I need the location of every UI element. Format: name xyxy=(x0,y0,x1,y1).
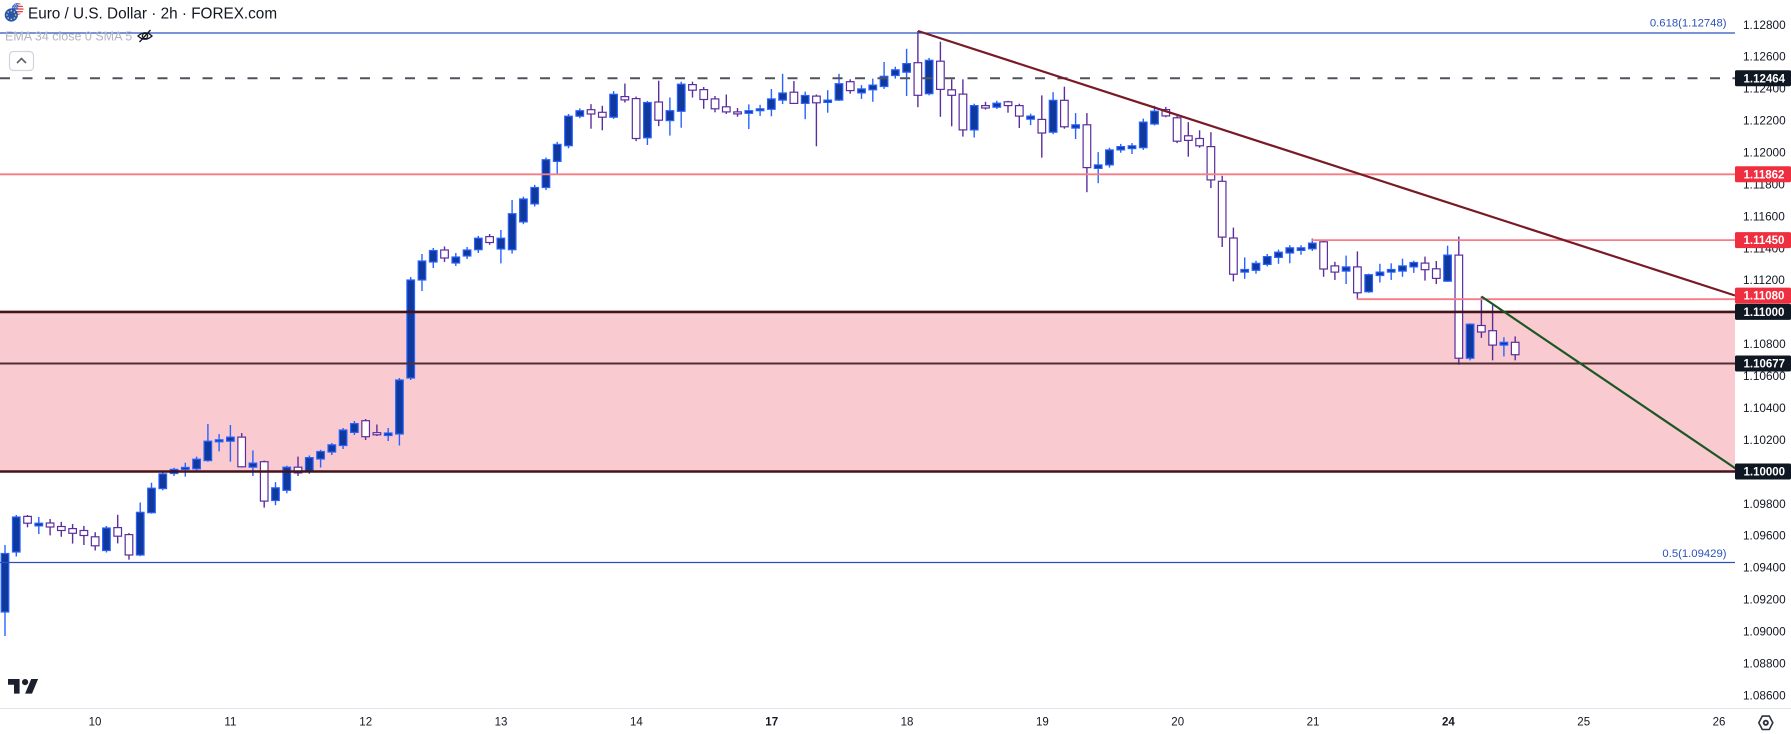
svg-text:1.10000: 1.10000 xyxy=(1744,467,1786,479)
svg-text:1.12464: 1.12464 xyxy=(1744,73,1786,85)
svg-text:24: 24 xyxy=(1442,717,1455,729)
svg-text:1.11200: 1.11200 xyxy=(1743,273,1785,287)
svg-text:1.11000: 1.11000 xyxy=(1744,307,1785,319)
svg-text:1.11600: 1.11600 xyxy=(1743,209,1785,223)
svg-text:13: 13 xyxy=(495,717,508,729)
svg-text:1.08600: 1.08600 xyxy=(1743,688,1786,702)
svg-text:19: 19 xyxy=(1036,717,1049,729)
svg-text:18: 18 xyxy=(901,717,914,729)
svg-text:EMA 34 close 0 SMA 5: EMA 34 close 0 SMA 5 xyxy=(5,30,132,44)
svg-text:26: 26 xyxy=(1713,717,1726,729)
svg-text:1.12600: 1.12600 xyxy=(1743,50,1786,64)
svg-text:1.11450: 1.11450 xyxy=(1744,235,1785,247)
svg-text:1.10677: 1.10677 xyxy=(1744,359,1786,371)
svg-text:14: 14 xyxy=(630,717,643,729)
svg-text:12: 12 xyxy=(359,717,372,729)
svg-text:1.10400: 1.10400 xyxy=(1743,401,1786,415)
svg-text:17: 17 xyxy=(765,717,778,729)
svg-text:1.09600: 1.09600 xyxy=(1743,529,1786,543)
svg-text:1.10200: 1.10200 xyxy=(1743,433,1786,447)
svg-text:1.12200: 1.12200 xyxy=(1743,114,1786,128)
svg-text:1.11080: 1.11080 xyxy=(1744,291,1785,303)
svg-text:0.618(1.12748): 0.618(1.12748) xyxy=(1650,18,1727,30)
svg-text:1.09400: 1.09400 xyxy=(1743,561,1786,575)
svg-text:1.12000: 1.12000 xyxy=(1743,146,1786,160)
svg-text:1.10600: 1.10600 xyxy=(1743,369,1786,383)
svg-text:1.08800: 1.08800 xyxy=(1743,656,1786,670)
svg-text:1.12800: 1.12800 xyxy=(1743,18,1786,32)
svg-text:1.11862: 1.11862 xyxy=(1744,169,1785,181)
svg-text:20: 20 xyxy=(1171,717,1184,729)
svg-text:10: 10 xyxy=(89,717,102,729)
svg-text:0.5(1.09429): 0.5(1.09429) xyxy=(1662,548,1726,560)
svg-text:1.09200: 1.09200 xyxy=(1743,593,1786,607)
svg-text:1.10800: 1.10800 xyxy=(1743,337,1786,351)
svg-text:25: 25 xyxy=(1577,717,1590,729)
svg-text:Euro / U.S. Dollar · 2h · FORE: Euro / U.S. Dollar · 2h · FOREX.com xyxy=(28,6,277,23)
svg-text:11: 11 xyxy=(224,717,236,729)
svg-text:1.09000: 1.09000 xyxy=(1743,625,1786,639)
svg-text:1.09800: 1.09800 xyxy=(1743,497,1786,511)
svg-text:21: 21 xyxy=(1307,717,1320,729)
